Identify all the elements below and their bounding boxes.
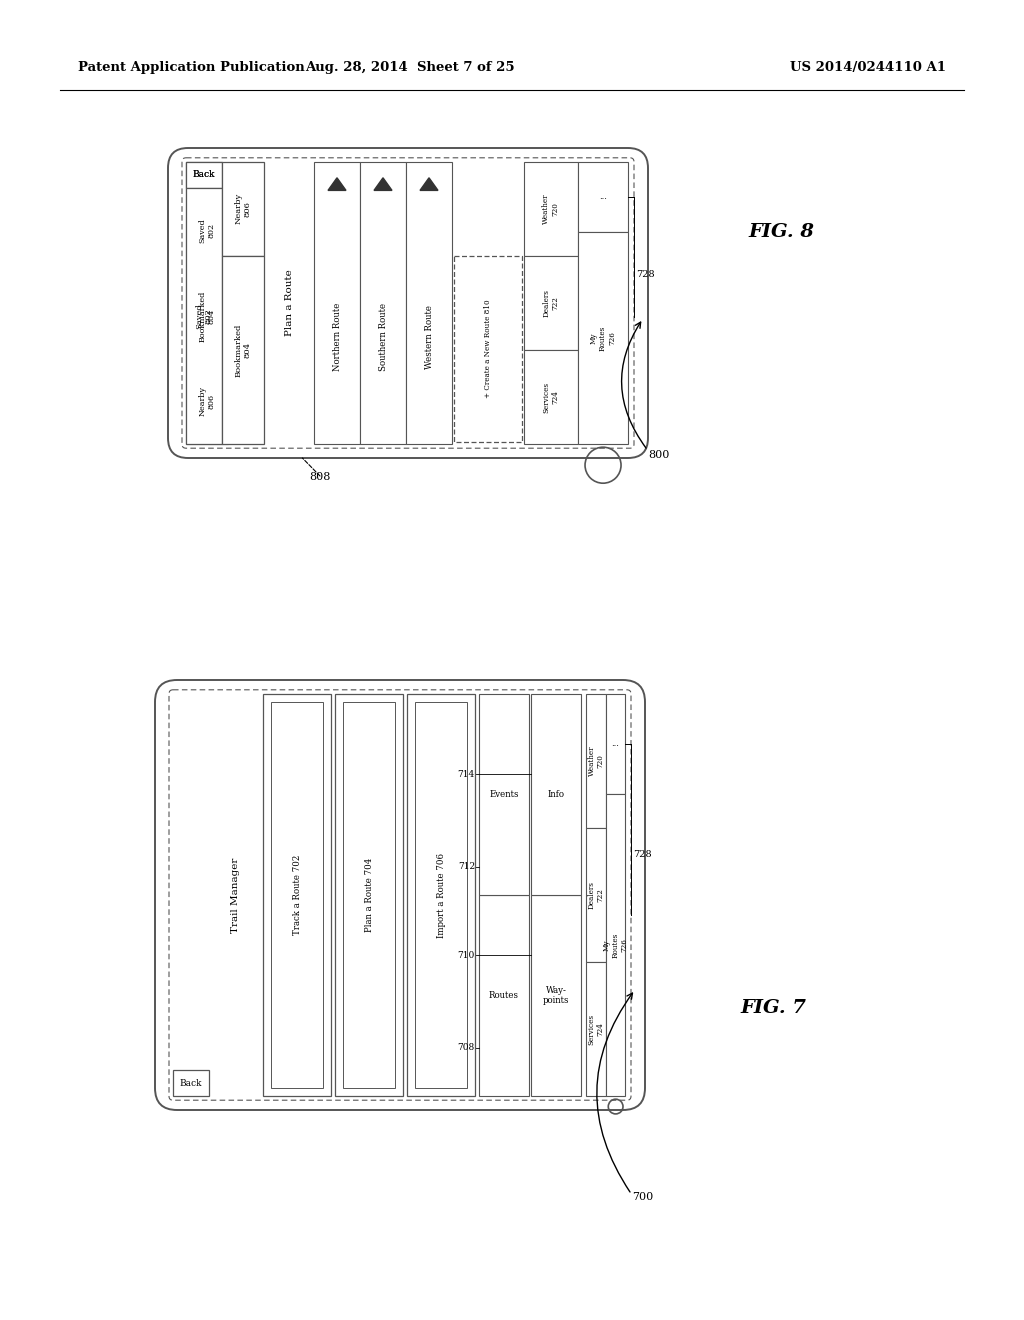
Text: Routes: Routes bbox=[489, 991, 519, 1001]
Bar bbox=[343, 702, 395, 1088]
FancyBboxPatch shape bbox=[169, 690, 631, 1100]
Polygon shape bbox=[374, 178, 392, 190]
Bar bbox=[586, 694, 606, 828]
Bar bbox=[271, 702, 323, 1088]
Text: Southern Route: Southern Route bbox=[379, 302, 387, 371]
Bar bbox=[524, 350, 579, 445]
Bar bbox=[531, 895, 581, 1096]
Text: Dealers
722: Dealers 722 bbox=[543, 289, 560, 317]
Text: Aug. 28, 2014  Sheet 7 of 25: Aug. 28, 2014 Sheet 7 of 25 bbox=[305, 62, 515, 74]
FancyBboxPatch shape bbox=[182, 158, 634, 449]
Bar bbox=[479, 895, 529, 1096]
Text: My
Routes
726: My Routes 726 bbox=[602, 933, 629, 958]
Text: 728: 728 bbox=[633, 850, 651, 859]
Polygon shape bbox=[420, 178, 438, 190]
Bar bbox=[579, 232, 628, 445]
Text: Western Route: Western Route bbox=[425, 305, 433, 368]
Text: Services
724: Services 724 bbox=[588, 1014, 605, 1044]
Text: Back: Back bbox=[193, 170, 215, 180]
Text: 714: 714 bbox=[458, 770, 475, 779]
Text: Plan a Route: Plan a Route bbox=[286, 269, 295, 337]
Text: Dealers
722: Dealers 722 bbox=[588, 880, 605, 909]
Text: 728: 728 bbox=[636, 271, 654, 280]
Text: 710: 710 bbox=[458, 950, 475, 960]
Bar bbox=[173, 1071, 209, 1096]
Bar bbox=[579, 162, 628, 232]
Text: Back: Back bbox=[193, 170, 215, 180]
Text: Weather
720: Weather 720 bbox=[543, 194, 560, 224]
Bar bbox=[263, 694, 331, 1096]
Bar bbox=[407, 694, 475, 1096]
Text: 708: 708 bbox=[458, 1043, 475, 1052]
Text: Patent Application Publication: Patent Application Publication bbox=[78, 62, 305, 74]
Text: Import a Route 706: Import a Route 706 bbox=[436, 853, 445, 937]
Text: Way-
points: Way- points bbox=[543, 986, 569, 1006]
Bar bbox=[222, 256, 264, 445]
Bar bbox=[186, 273, 228, 359]
Text: Weather
720: Weather 720 bbox=[588, 746, 605, 776]
Bar bbox=[606, 694, 625, 795]
Bar bbox=[186, 162, 222, 187]
Text: My
Routes
726: My Routes 726 bbox=[590, 326, 616, 351]
Bar bbox=[415, 702, 467, 1088]
Text: Saved
802: Saved 802 bbox=[196, 304, 213, 329]
Text: Bookmarked
804: Bookmarked 804 bbox=[199, 290, 216, 342]
Text: 800: 800 bbox=[648, 450, 670, 459]
Bar bbox=[360, 162, 406, 445]
Bar bbox=[186, 162, 222, 187]
Bar bbox=[531, 694, 581, 895]
Text: Info: Info bbox=[548, 789, 564, 799]
FancyBboxPatch shape bbox=[168, 148, 648, 458]
Bar bbox=[314, 162, 360, 445]
Polygon shape bbox=[328, 178, 346, 190]
Bar bbox=[586, 962, 606, 1096]
Text: ...: ... bbox=[611, 741, 620, 748]
Bar bbox=[406, 162, 452, 445]
Bar bbox=[524, 162, 579, 256]
Text: Plan a Route 704: Plan a Route 704 bbox=[365, 858, 374, 932]
Bar bbox=[222, 162, 264, 256]
Bar bbox=[186, 187, 228, 273]
Text: 808: 808 bbox=[309, 473, 331, 482]
Bar bbox=[186, 187, 222, 445]
Text: + Create a New Route 810: + Create a New Route 810 bbox=[484, 300, 492, 399]
Text: Bookmarked
804: Bookmarked 804 bbox=[234, 323, 252, 376]
Text: Trail Manager: Trail Manager bbox=[230, 857, 240, 933]
Text: Services
724: Services 724 bbox=[543, 381, 560, 413]
Text: Northern Route: Northern Route bbox=[333, 302, 341, 371]
Bar bbox=[454, 256, 522, 442]
Bar bbox=[586, 828, 606, 962]
FancyBboxPatch shape bbox=[155, 680, 645, 1110]
Text: Track a Route 702: Track a Route 702 bbox=[293, 855, 301, 935]
Bar bbox=[479, 694, 529, 895]
Text: ...: ... bbox=[599, 193, 607, 201]
Text: Events: Events bbox=[489, 789, 519, 799]
Text: Nearby
806: Nearby 806 bbox=[234, 193, 252, 224]
Bar bbox=[606, 795, 625, 1096]
Bar bbox=[186, 359, 228, 445]
Bar bbox=[335, 694, 403, 1096]
Text: Nearby
806: Nearby 806 bbox=[199, 387, 216, 417]
Text: Back: Back bbox=[180, 1078, 203, 1088]
Text: FIG. 7: FIG. 7 bbox=[740, 999, 806, 1016]
Text: FIG. 8: FIG. 8 bbox=[748, 223, 814, 242]
Text: Saved
802: Saved 802 bbox=[199, 218, 216, 243]
Bar bbox=[524, 256, 579, 350]
Text: 700: 700 bbox=[632, 1192, 653, 1203]
Text: US 2014/0244110 A1: US 2014/0244110 A1 bbox=[790, 62, 946, 74]
Text: 712: 712 bbox=[458, 862, 475, 871]
